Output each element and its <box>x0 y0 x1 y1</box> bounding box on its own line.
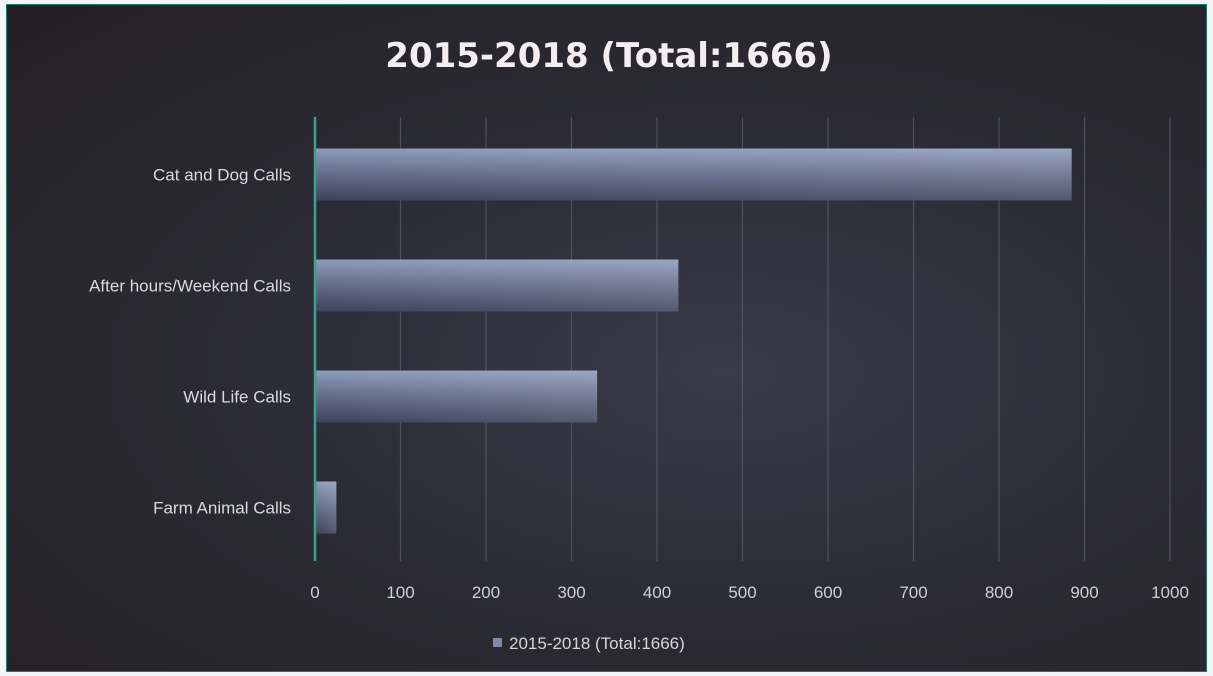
category-label: Cat and Dog Calls <box>153 166 291 185</box>
bar-highlight <box>315 370 598 423</box>
bar-highlight <box>315 481 337 534</box>
x-tick-label: 300 <box>557 583 585 602</box>
bar-highlight <box>315 148 1072 201</box>
x-tick-label: 900 <box>1070 583 1098 602</box>
x-tick-label: 1000 <box>1151 583 1189 602</box>
bar-highlight <box>315 259 679 312</box>
x-tick-label: 700 <box>899 583 927 602</box>
legend-entry: 2015-2018 (Total:1666) <box>509 634 685 653</box>
chart-area: 2015-2018 (Total:1666) Cat and Dog Calls… <box>6 4 1207 672</box>
x-tick-label: 100 <box>386 583 414 602</box>
category-label: After hours/Weekend Calls <box>89 277 291 296</box>
x-tick-label: 500 <box>728 583 756 602</box>
legend-swatch <box>493 638 502 647</box>
x-tick-label: 0 <box>310 583 319 602</box>
chart-title: 2015-2018 (Total:1666) <box>385 36 832 76</box>
bar-chart: 2015-2018 (Total:1666) Cat and Dog Calls… <box>89 36 1189 653</box>
category-label: Wild Life Calls <box>183 388 291 407</box>
bars <box>315 148 1072 534</box>
x-tick-label: 800 <box>985 583 1013 602</box>
category-labels: Cat and Dog Calls After hours/Weekend Cal… <box>89 166 291 518</box>
category-label: Farm Animal Calls <box>153 499 291 518</box>
x-tick-label: 200 <box>472 583 500 602</box>
x-axis-tick-labels: 0 100 200 300 400 500 600 700 800 900 1000 <box>310 583 1189 602</box>
x-tick-label: 600 <box>814 583 842 602</box>
legend: 2015-2018 (Total:1666) <box>493 634 685 653</box>
x-tick-label: 400 <box>643 583 671 602</box>
